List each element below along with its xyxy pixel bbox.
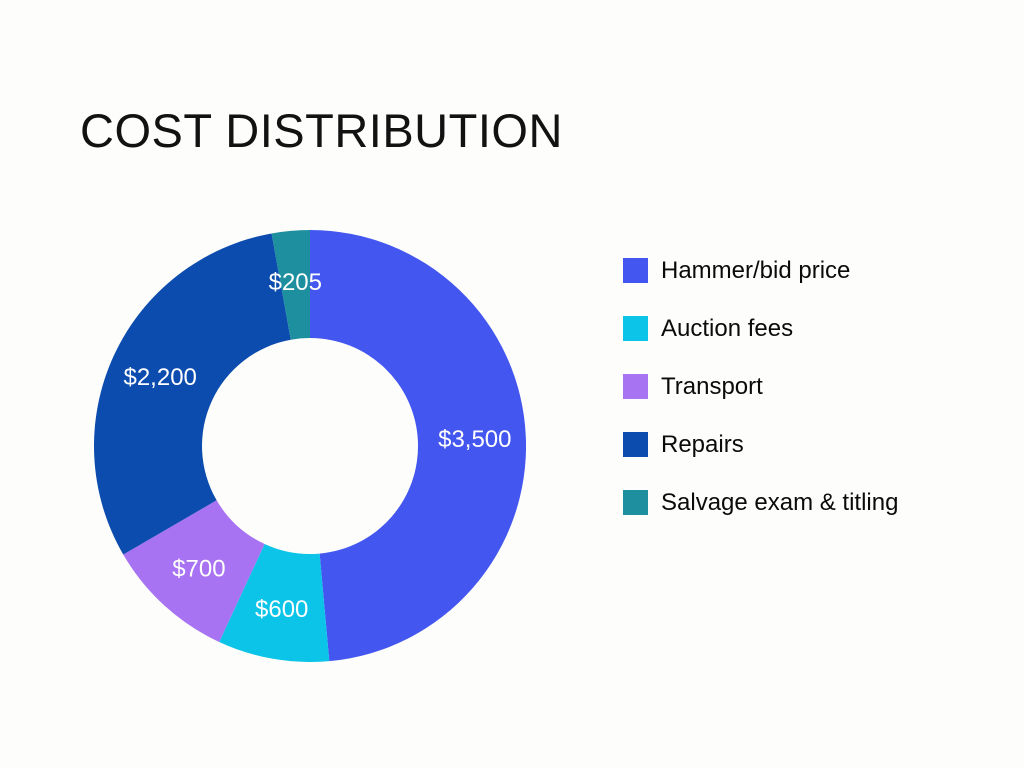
- legend-label: Salvage exam & titling: [661, 489, 899, 516]
- donut-segment-auction-fees: [219, 543, 330, 663]
- legend-label: Repairs: [661, 431, 744, 458]
- segment-value-label: $600: [255, 596, 308, 623]
- chart-legend: Hammer/bid price Auction fees Transport Rep…: [623, 258, 898, 548]
- legend-item-repairs: Repairs: [623, 432, 898, 457]
- legend-item-hammer-bid-price: Hammer/bid price: [623, 258, 898, 283]
- legend-swatch: [623, 374, 648, 399]
- legend-swatch: [623, 432, 648, 457]
- legend-item-transport: Transport: [623, 374, 898, 399]
- legend-item-salvage-exam-titling: Salvage exam & titling: [623, 490, 898, 515]
- donut-chart-area: $3,500 $600 $700 $2,200 $205: [93, 230, 527, 663]
- segment-value-label: $205: [269, 269, 322, 296]
- segment-value-label: $3,500: [438, 426, 511, 453]
- legend-label: Auction fees: [661, 315, 794, 342]
- segment-value-label: $2,200: [123, 364, 196, 391]
- donut-segment-transport: [123, 500, 265, 642]
- legend-label: Hammer/bid price: [661, 257, 851, 284]
- legend-label: Transport: [661, 373, 763, 400]
- donut-segment-repairs: [93, 233, 291, 555]
- segment-value-label: $700: [172, 555, 225, 582]
- legend-swatch: [623, 258, 648, 283]
- legend-swatch: [623, 490, 648, 515]
- donut-chart: $3,500 $600 $700 $2,200 $205: [93, 230, 527, 663]
- legend-item-auction-fees: Auction fees: [623, 316, 898, 341]
- chart-title: COST DISTRIBUTION: [80, 104, 563, 157]
- legend-swatch: [623, 316, 648, 341]
- donut-segment-hammer-bid-price: [310, 230, 527, 662]
- donut-segment-salvage-exam-titling: [271, 230, 310, 340]
